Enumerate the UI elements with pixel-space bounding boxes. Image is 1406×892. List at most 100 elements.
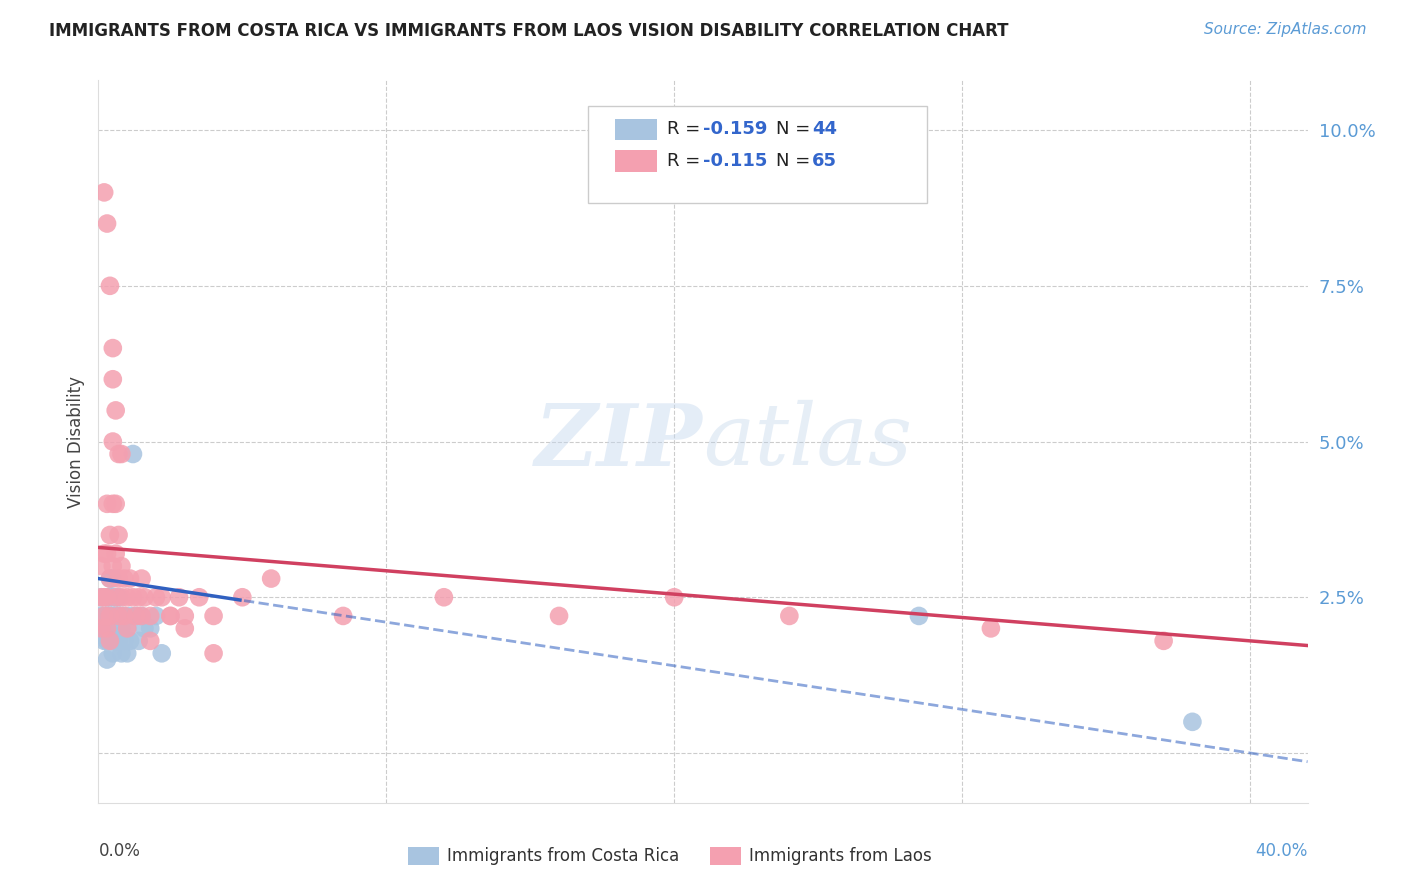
Point xyxy=(93,609,115,624)
Point xyxy=(664,591,686,605)
Point xyxy=(98,528,121,542)
Point xyxy=(112,609,135,624)
Point xyxy=(1181,714,1204,729)
Point xyxy=(548,609,571,624)
Bar xyxy=(614,151,657,172)
Point xyxy=(128,633,150,648)
Text: Immigrants from Laos: Immigrants from Laos xyxy=(749,847,932,865)
Point xyxy=(93,633,115,648)
Point xyxy=(96,591,118,605)
Text: 65: 65 xyxy=(811,153,837,170)
Point xyxy=(110,559,132,574)
Point xyxy=(115,591,138,605)
Point xyxy=(90,621,112,635)
Point xyxy=(93,591,115,605)
Point xyxy=(90,621,112,635)
Point xyxy=(115,621,138,635)
Bar xyxy=(614,119,657,140)
Text: atlas: atlas xyxy=(703,401,912,483)
Point xyxy=(260,572,283,586)
Point xyxy=(120,609,142,624)
Point xyxy=(98,633,121,648)
Point xyxy=(96,633,118,648)
Point xyxy=(96,621,118,635)
Text: 44: 44 xyxy=(811,120,837,138)
Point xyxy=(128,591,150,605)
Point xyxy=(104,591,127,605)
Point xyxy=(110,621,132,635)
Point xyxy=(104,633,127,648)
Point xyxy=(167,591,190,605)
Point xyxy=(110,609,132,624)
Point xyxy=(112,572,135,586)
Point xyxy=(101,434,124,449)
Point xyxy=(107,609,129,624)
Point xyxy=(107,633,129,648)
Point xyxy=(98,633,121,648)
Point xyxy=(93,621,115,635)
Point xyxy=(188,591,211,605)
Point xyxy=(101,646,124,660)
Text: 40.0%: 40.0% xyxy=(1256,842,1308,860)
Point xyxy=(90,591,112,605)
Text: Immigrants from Costa Rica: Immigrants from Costa Rica xyxy=(447,847,679,865)
Point xyxy=(131,609,153,624)
Point xyxy=(112,633,135,648)
Point xyxy=(107,447,129,461)
Point xyxy=(98,609,121,624)
Point xyxy=(332,609,354,624)
Point xyxy=(101,341,124,355)
Point xyxy=(96,591,118,605)
Point xyxy=(107,591,129,605)
Point xyxy=(98,572,121,586)
Point xyxy=(139,621,162,635)
Point xyxy=(145,609,167,624)
Point xyxy=(98,591,121,605)
Point xyxy=(104,591,127,605)
Point xyxy=(90,609,112,624)
Point xyxy=(231,591,253,605)
Point xyxy=(98,609,121,624)
Point xyxy=(107,528,129,542)
Point xyxy=(134,621,156,635)
Text: N =: N = xyxy=(776,120,815,138)
Point xyxy=(104,547,127,561)
FancyBboxPatch shape xyxy=(588,105,927,203)
Point xyxy=(778,609,800,624)
Point xyxy=(112,609,135,624)
Point xyxy=(202,646,225,660)
Point xyxy=(115,621,138,635)
Point xyxy=(115,646,138,660)
Point xyxy=(139,609,162,624)
Point xyxy=(96,652,118,666)
Point xyxy=(980,621,1002,635)
Text: R =: R = xyxy=(666,120,706,138)
Bar xyxy=(710,847,741,865)
Point xyxy=(96,547,118,561)
Text: IMMIGRANTS FROM COSTA RICA VS IMMIGRANTS FROM LAOS VISION DISABILITY CORRELATION: IMMIGRANTS FROM COSTA RICA VS IMMIGRANTS… xyxy=(49,22,1008,40)
Point xyxy=(159,609,181,624)
Point xyxy=(90,559,112,574)
Point xyxy=(125,609,148,624)
Point xyxy=(150,591,173,605)
Point xyxy=(101,572,124,586)
Point xyxy=(93,547,115,561)
Point xyxy=(93,609,115,624)
Point xyxy=(433,591,456,605)
Point xyxy=(173,621,195,635)
Point xyxy=(90,591,112,605)
Point xyxy=(145,591,167,605)
Point xyxy=(107,609,129,624)
Point xyxy=(131,609,153,624)
Point xyxy=(96,609,118,624)
Point xyxy=(159,609,181,624)
Point xyxy=(1153,633,1175,648)
Point xyxy=(110,591,132,605)
Point xyxy=(110,646,132,660)
Point xyxy=(173,609,195,624)
Point xyxy=(101,372,124,386)
Point xyxy=(122,591,145,605)
Text: R =: R = xyxy=(666,153,706,170)
Text: Source: ZipAtlas.com: Source: ZipAtlas.com xyxy=(1204,22,1367,37)
Point xyxy=(101,559,124,574)
